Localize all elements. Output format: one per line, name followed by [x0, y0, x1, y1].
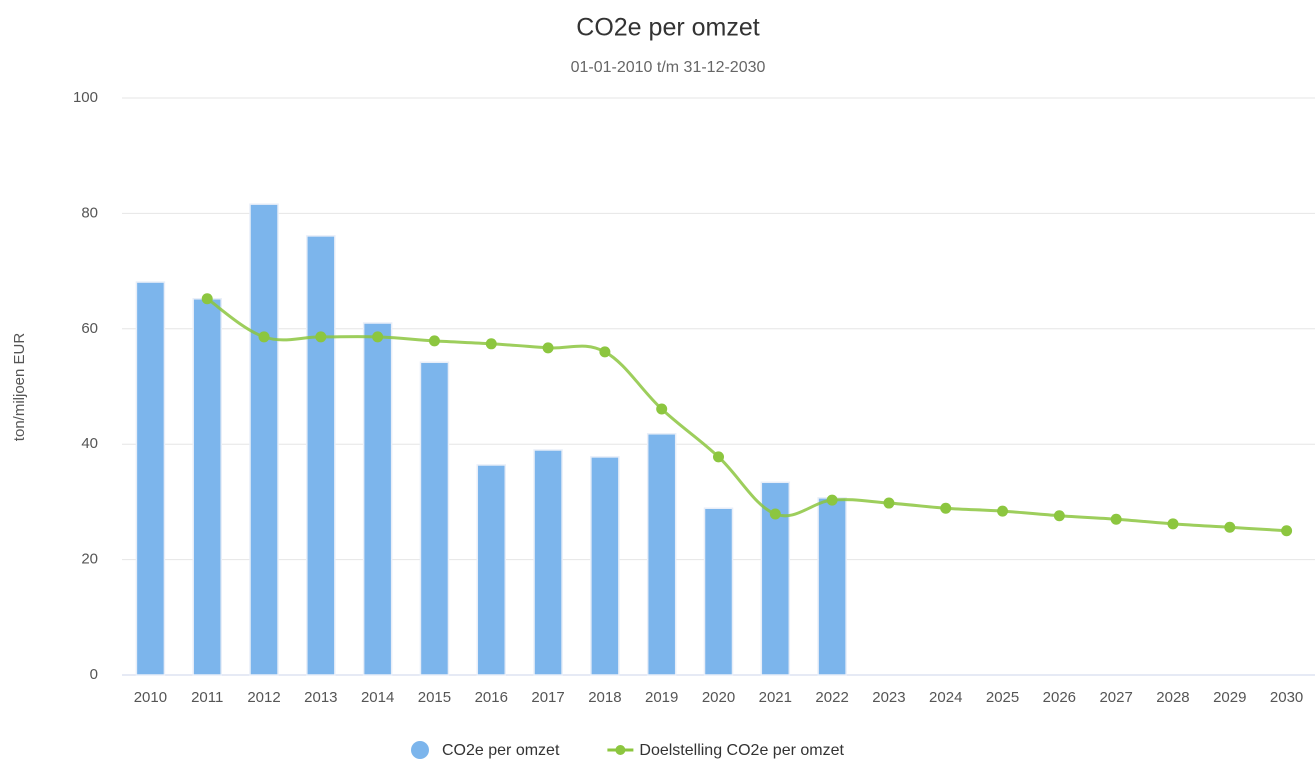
- x-tick-label: 2029: [1213, 689, 1246, 706]
- line-marker: [997, 505, 1009, 517]
- line-marker: [883, 497, 895, 509]
- legend-label: CO2e per omzet: [442, 742, 560, 759]
- line-marker: [1110, 513, 1122, 525]
- bar: [135, 281, 166, 676]
- x-tick-label: 2030: [1270, 689, 1303, 706]
- y-tick-label: 60: [81, 320, 98, 337]
- x-tick-label: 2025: [986, 689, 1019, 706]
- x-tick-label: 2027: [1099, 689, 1132, 706]
- legend-symbol: [615, 745, 626, 755]
- x-tick-label: 2028: [1156, 689, 1189, 706]
- bar: [817, 497, 847, 676]
- line-marker: [258, 331, 270, 343]
- x-tick-label: 2021: [759, 689, 792, 706]
- line-marker: [713, 451, 724, 463]
- line-marker: [201, 293, 213, 305]
- x-tick-label: 2022: [815, 689, 848, 706]
- y-tick-label: 0: [90, 666, 98, 683]
- x-tick-label: 2010: [134, 689, 167, 706]
- bar: [419, 361, 450, 676]
- line-marker: [656, 403, 668, 415]
- line-marker: [1224, 521, 1236, 533]
- x-tick-label: 2023: [872, 689, 905, 706]
- line-marker: [315, 331, 327, 343]
- bar: [476, 464, 507, 676]
- x-tick-label: 2016: [475, 689, 508, 706]
- y-tick-label: 80: [81, 204, 98, 221]
- x-tick-label: 2018: [588, 689, 621, 706]
- bar: [646, 433, 677, 676]
- bar: [533, 449, 563, 676]
- x-tick-label: 2017: [531, 689, 564, 706]
- line-marker: [599, 346, 611, 358]
- x-tick-label: 2020: [702, 689, 735, 706]
- bar: [590, 456, 620, 676]
- x-tick-label: 2013: [304, 689, 337, 706]
- legend-symbol: [411, 741, 429, 759]
- chart-subtitle: 01-01-2010 t/m 31-12-2030: [571, 59, 766, 76]
- x-tick-label: 2012: [247, 689, 280, 706]
- legend-label: Doelstelling CO2e per omzet: [639, 742, 844, 759]
- x-tick-label: 2026: [1043, 689, 1076, 706]
- line-marker: [542, 342, 554, 354]
- line-marker: [940, 502, 952, 514]
- y-tick-label: 100: [73, 89, 98, 106]
- line-marker: [1053, 510, 1065, 522]
- line-marker: [1167, 518, 1179, 530]
- x-tick-label: 2015: [418, 689, 451, 706]
- x-tick-label: 2014: [361, 689, 394, 706]
- line-marker: [826, 494, 838, 506]
- bar: [249, 203, 279, 676]
- y-tick-label: 40: [81, 435, 98, 452]
- bar: [192, 298, 222, 676]
- chart-title: CO2e per omzet: [576, 14, 759, 42]
- bar: [703, 507, 734, 676]
- line-marker: [485, 338, 497, 350]
- line-marker: [769, 508, 781, 520]
- line-marker: [372, 331, 384, 343]
- x-tick-label: 2019: [645, 689, 678, 706]
- y-tick-label: 20: [81, 551, 98, 568]
- bar: [306, 235, 336, 676]
- y-axis-label: ton/miljoen EUR: [11, 333, 28, 442]
- line-marker: [1281, 525, 1293, 537]
- bar: [362, 322, 393, 676]
- line: [206, 297, 1287, 533]
- x-tick-label: 2011: [191, 689, 223, 706]
- line-marker: [428, 335, 440, 347]
- x-tick-label: 2024: [929, 689, 962, 706]
